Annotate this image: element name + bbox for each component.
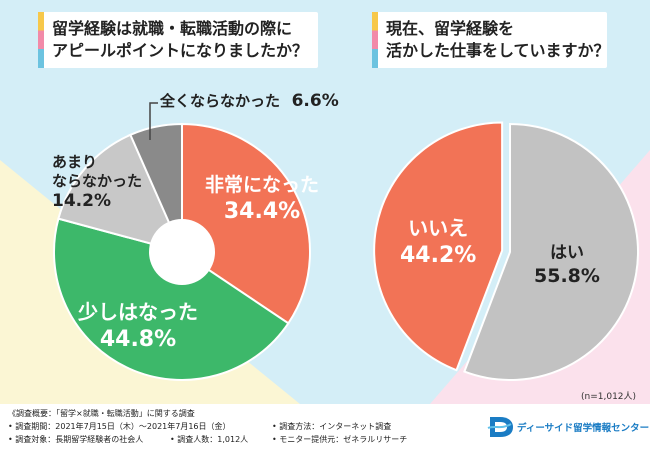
slice-label-little-name: あまり ならなかった: [52, 153, 143, 190]
question-2-line-2: 活かした仕事をしていますか？: [386, 41, 610, 60]
survey-footer: 《調査概要：「留学×就職・転職活動」に関する調査 • 調査期間：2021年7月1…: [0, 404, 650, 450]
slice-yes: [463, 122, 639, 381]
company-logo: ディーサイド留学情報センター: [487, 412, 650, 442]
leader-line-none: [149, 102, 158, 140]
slice-some: [53, 217, 290, 381]
d-side-logo-icon: [487, 417, 513, 437]
footer-provider: • モニター提供元：ゼネラルリサーチ: [272, 435, 408, 444]
slice-label-very-pct: 34.4%: [223, 199, 301, 224]
slice-label-no: いいえ 44.2%: [400, 212, 476, 268]
slice-label-none-name: 全くならなかった: [160, 92, 281, 110]
donut-hole: [149, 219, 215, 285]
sample-size-note: (n=1,012人): [581, 392, 637, 402]
slice-little: [57, 133, 184, 254]
slice-label-some-pct: 44.8%: [99, 327, 177, 352]
question-1-line-1: 留学経験は就職・転職活動の際に: [52, 19, 293, 38]
slice-label-some: 少しはなった 44.8%: [78, 296, 198, 352]
slice-label-little: あまり ならなかった 14.2%: [52, 153, 142, 211]
slice-none: [129, 122, 183, 253]
slice-label-yes-name: はい: [549, 243, 584, 263]
slice-label-none: 全くならなかった 6.6%: [160, 90, 339, 111]
question-2-box: 現在、留学経験を 活かした仕事をしていますか？: [372, 12, 610, 68]
question-1-line-2: アピールポイントになりましたか？: [52, 41, 309, 60]
slice-label-yes: はい 55.8%: [534, 238, 600, 287]
slice-very: [181, 122, 311, 325]
slice-label-no-name: いいえ: [408, 216, 469, 240]
footer-period: • 調査期間：2021年7月15日（木）～2021年7月16日（金）: [8, 422, 231, 431]
slice-label-very: 非常になった 34.4%: [205, 170, 319, 224]
question-1-box: 留学経験は就職・転職活動の際に アピールポイントになりましたか？: [38, 12, 318, 68]
question-2-line-1: 現在、留学経験を: [386, 19, 515, 38]
slice-label-no-pct: 44.2%: [400, 243, 477, 268]
slice-label-none-pct: 6.6%: [291, 91, 339, 111]
footer-title: 《調査概要：「留学×就職・転職活動」に関する調査: [8, 409, 195, 418]
logo-text: ディーサイド留学情報センター: [517, 423, 650, 434]
footer-target: • 調査対象：長期留学経験者の社会人: [8, 435, 144, 444]
footer-method: • 調査方法：インターネット調査: [272, 422, 392, 431]
slice-label-some-name: 少しはなった: [78, 300, 198, 324]
slice-label-very-name: 非常になった: [205, 174, 320, 196]
footer-count: • 調査人数：1,012人: [170, 435, 249, 444]
slice-label-little-pct: 14.2%: [52, 191, 111, 211]
slice-label-yes-pct: 55.8%: [534, 265, 600, 287]
slice-no: [373, 121, 504, 372]
